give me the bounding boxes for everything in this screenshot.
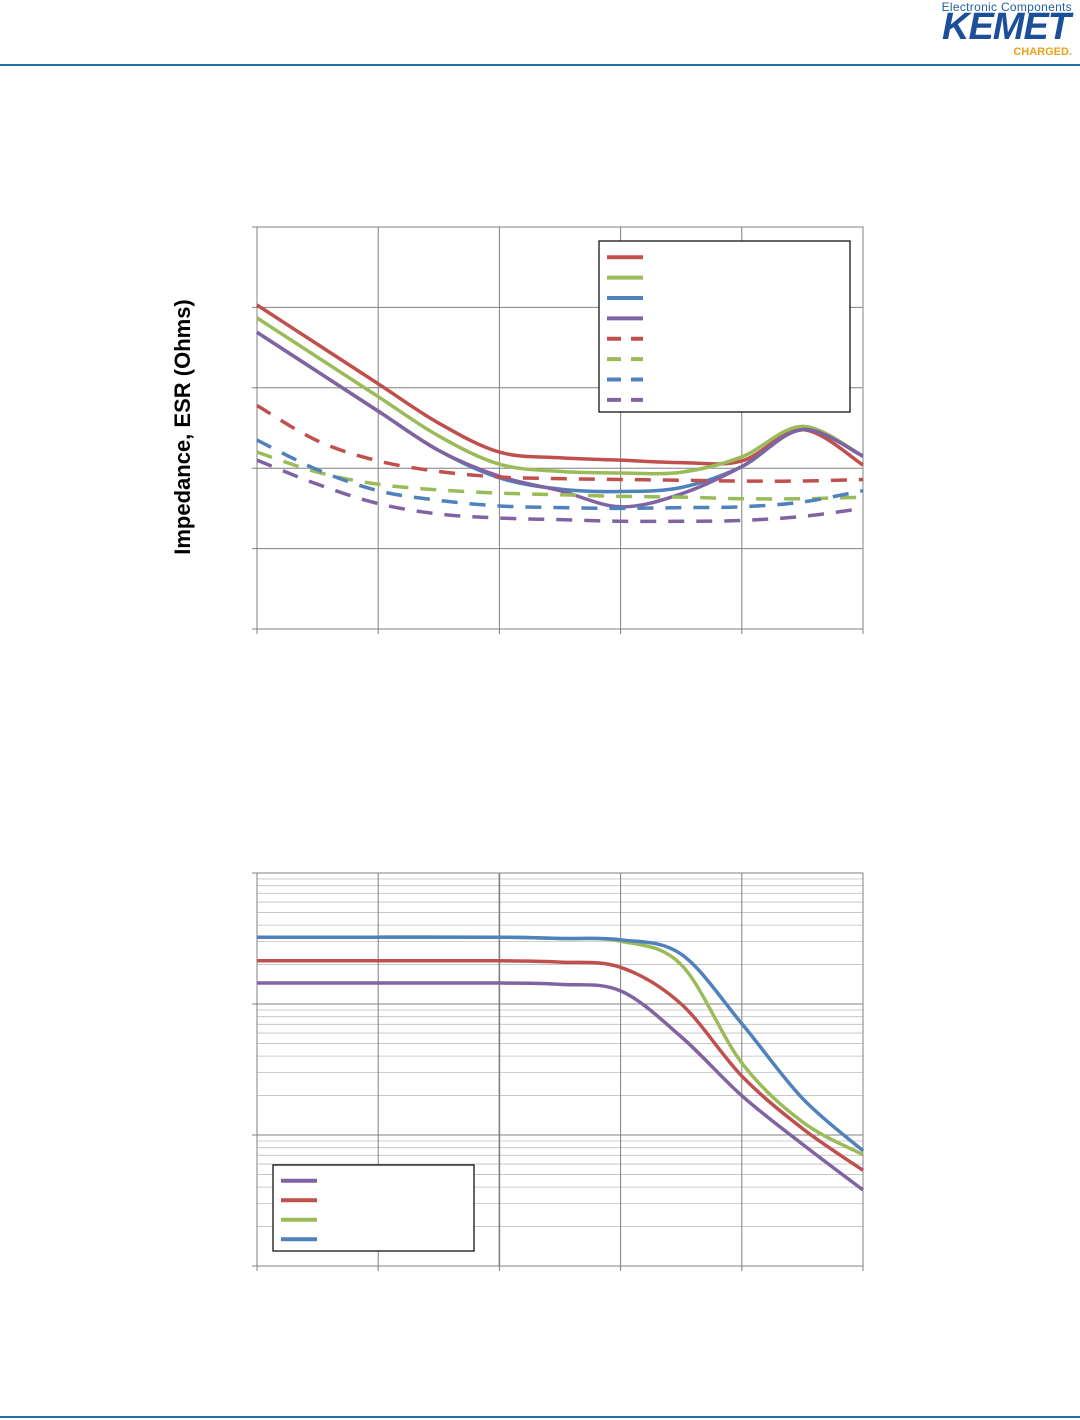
footer-rule <box>0 1416 1080 1418</box>
chart1-series-5-line <box>256 403 864 483</box>
header-rule <box>0 64 1080 66</box>
chart1-series-6-line <box>256 450 864 501</box>
chart2-series-4-line <box>257 935 865 1153</box>
chart1-series-2-line <box>256 316 864 476</box>
logo-brand: KEMET <box>942 6 1071 48</box>
chart1-legend-box <box>598 240 851 413</box>
logo-charged: CHARGED. <box>1013 46 1072 58</box>
chart1-series-7-line <box>256 438 864 511</box>
chart2-series-2-line <box>257 958 864 1172</box>
chart1-series-8-line <box>256 458 864 524</box>
chart1-ylabel: Impedance, ESR (Ohms) <box>170 299 195 555</box>
chart1-series-4-line <box>256 330 864 509</box>
kemet-logo: Electronic Components KEMET CHARGED. <box>922 0 1072 60</box>
chart1-series-1-line <box>256 303 864 467</box>
logo-tagline: Electronic Components <box>941 0 1072 14</box>
chart2-series-1-line <box>257 981 865 1192</box>
